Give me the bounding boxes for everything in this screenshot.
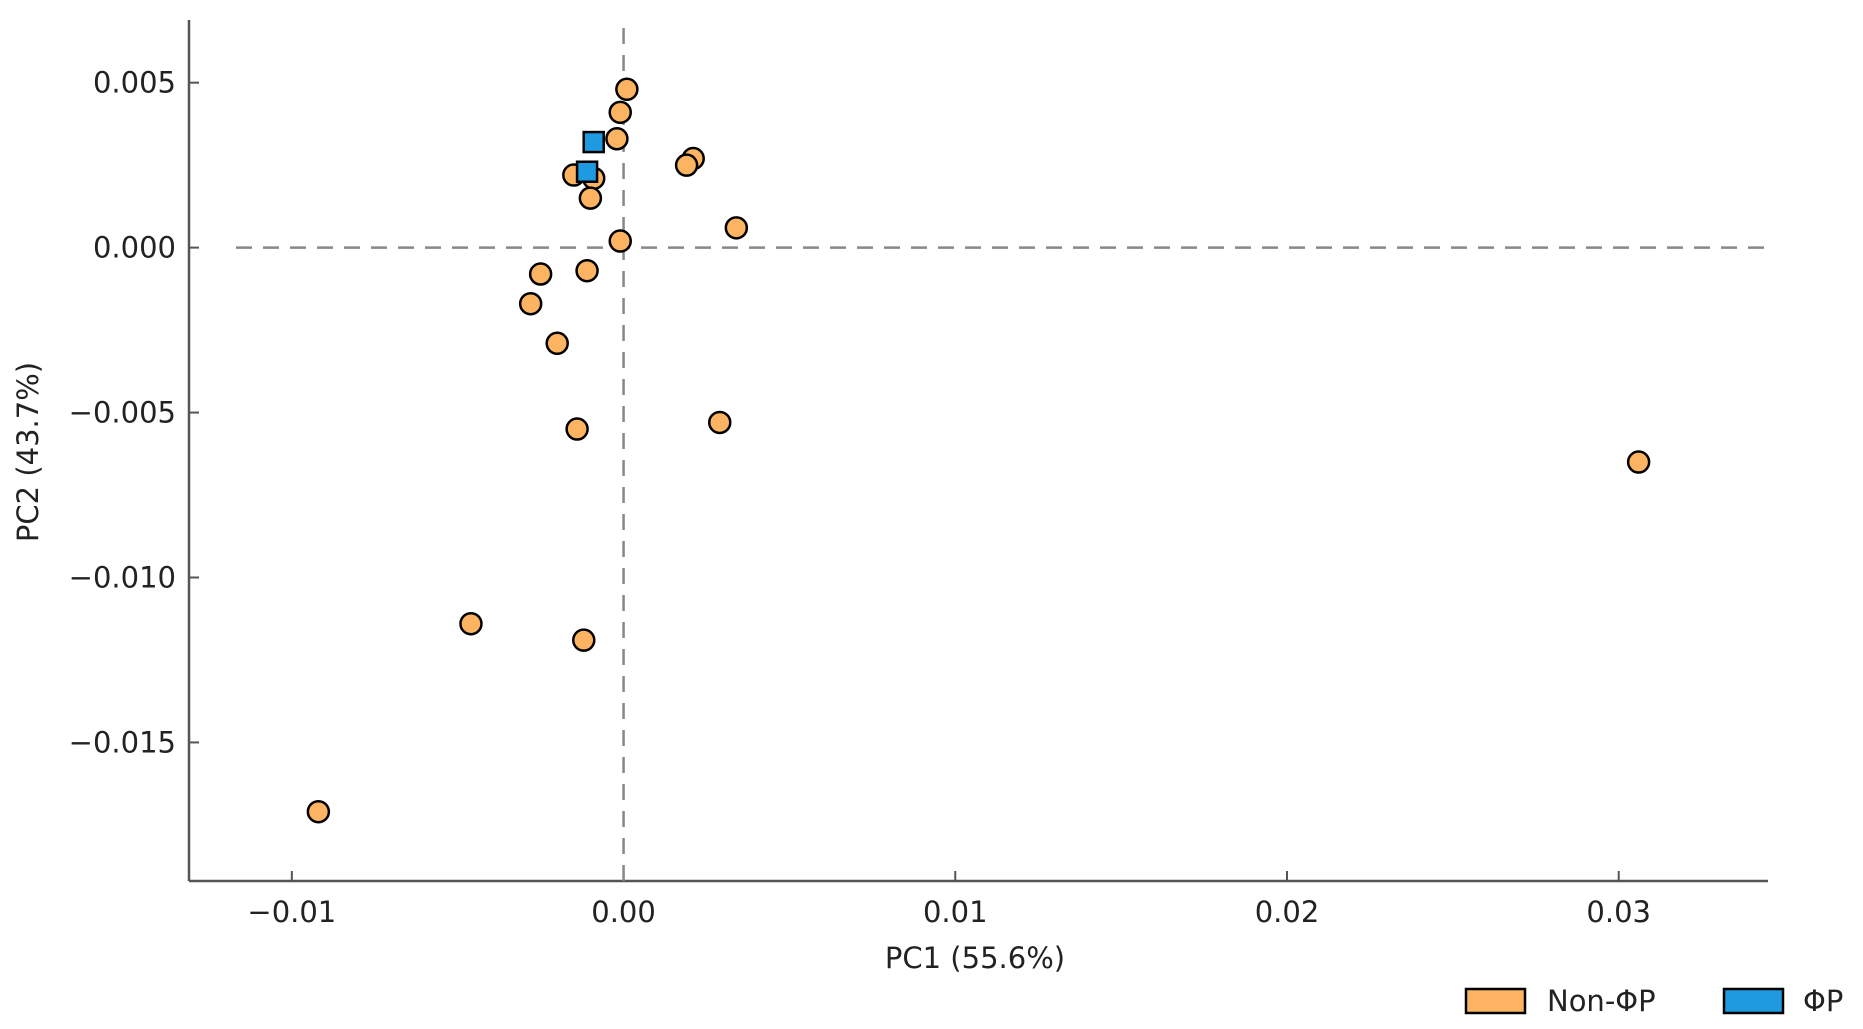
point-non-phip	[459, 611, 483, 636]
x-tick-label: −0.01	[247, 895, 336, 929]
point-non-phip	[575, 258, 599, 283]
legend: Non-ΦP ΦP	[1464, 984, 1843, 1018]
point-non-phip	[724, 216, 749, 240]
x-tick-label: 0.00	[591, 895, 656, 929]
y-tick-label: −0.005	[69, 396, 176, 430]
point-non-phip	[565, 417, 589, 441]
point-non-phip	[708, 410, 732, 435]
axis-labels: PC1 (55.6%) PC2 (43.7%)	[11, 362, 1065, 975]
point-non-phip	[1626, 450, 1651, 474]
data-points	[306, 77, 1651, 824]
legend-label-phip: ΦP	[1803, 984, 1843, 1018]
legend-swatch-phip	[1722, 987, 1785, 1015]
legend-swatch-non-phip	[1464, 987, 1527, 1015]
legend-label-non-phip: Non-ΦP	[1547, 984, 1656, 1018]
point-non-phip	[608, 229, 632, 253]
point-non-phip	[605, 127, 629, 151]
x-tick-label: 0.02	[1255, 895, 1320, 929]
point-non-phip	[608, 100, 632, 125]
point-non-phip	[572, 628, 596, 652]
y-tick-label: 0.005	[93, 66, 176, 100]
point-non-phip	[615, 77, 639, 102]
point-non-phip	[578, 186, 603, 210]
point-non-phip	[528, 262, 553, 286]
x-tick-label: 0.01	[923, 895, 988, 929]
y-tick-label: 0.000	[93, 231, 176, 265]
reference-lines	[236, 28, 1768, 881]
x-axis-title: PC1 (55.6%)	[885, 941, 1065, 975]
point-phip	[575, 160, 599, 183]
point-phip	[582, 130, 605, 154]
point-non-phip	[545, 331, 569, 356]
point-non-phip	[674, 153, 699, 177]
point-non-phip	[518, 291, 543, 316]
y-axis-title: PC2 (43.7%)	[11, 362, 45, 542]
y-tick-label: −0.010	[69, 561, 176, 595]
point-non-phip	[306, 799, 331, 824]
x-tick-label: 0.03	[1586, 895, 1651, 929]
axes: −0.01 0.00 0.01 0.02 0.03 0.005 0.000 −0.005 −0.…	[69, 20, 1768, 929]
y-tick-label: −0.015	[69, 725, 176, 759]
